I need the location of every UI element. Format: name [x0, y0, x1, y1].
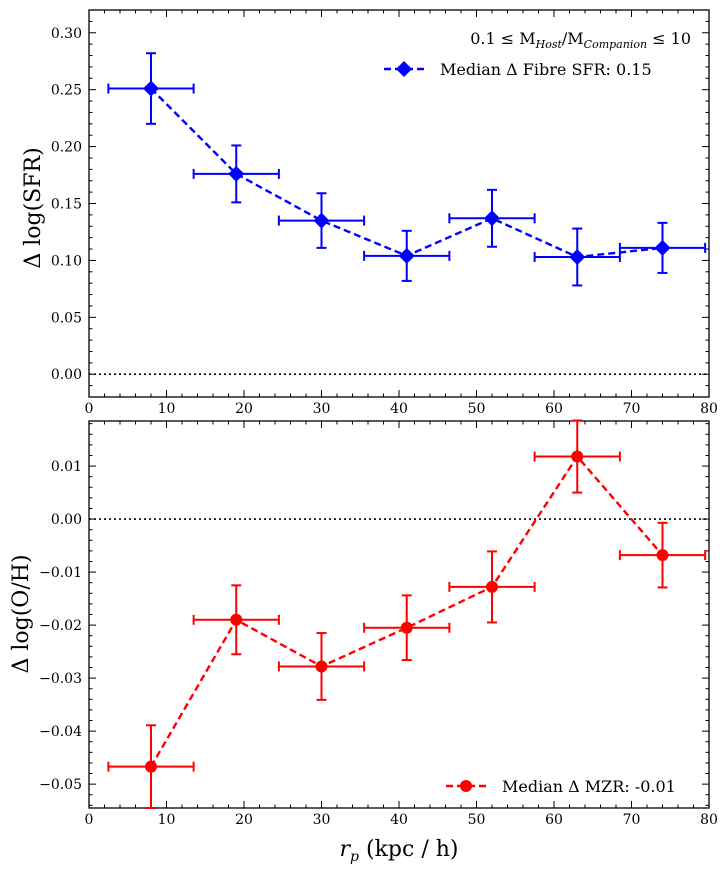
- x-tick-label: 80: [700, 401, 718, 417]
- x-tick-label: 40: [390, 401, 408, 417]
- oh-ylabel: Δ log(O/H): [9, 554, 34, 673]
- x-tick-label: 80: [700, 812, 718, 828]
- y-tick-label: 0.30: [51, 26, 82, 42]
- sfr-ylabel: Δ log(SFR): [21, 147, 46, 268]
- y-tick-label: 0.10: [51, 253, 82, 269]
- data-point: [230, 613, 243, 626]
- data-point: [569, 248, 586, 265]
- x-tick-label: 0: [85, 401, 94, 417]
- data-point: [313, 212, 330, 229]
- x-tick-label: 60: [545, 401, 563, 417]
- x-tick-label: 50: [468, 401, 486, 417]
- x-tick-label: 50: [468, 812, 486, 828]
- y-tick-label: 0.15: [51, 197, 82, 213]
- x-tick-label: 10: [158, 401, 176, 417]
- legend-marker: [396, 61, 412, 77]
- y-tick-label: −0.02: [39, 618, 82, 634]
- x-tick-label: 30: [313, 401, 331, 417]
- data-point: [315, 660, 328, 673]
- legend-label: Median Δ MZR: -0.01: [502, 777, 676, 796]
- x-tick-label: 20: [235, 812, 253, 828]
- y-tick-label: −0.04: [39, 724, 82, 740]
- y-tick-label: 0.25: [51, 83, 82, 99]
- data-point: [143, 80, 159, 97]
- data-point: [398, 247, 415, 264]
- data-point: [228, 165, 245, 182]
- y-tick-label: −0.03: [39, 671, 82, 687]
- y-tick-label: −0.05: [39, 777, 82, 793]
- x-tick-label: 40: [390, 812, 408, 828]
- data-point: [486, 580, 498, 593]
- legend-marker: [460, 780, 472, 792]
- x-tick-label: 10: [158, 812, 176, 828]
- y-tick-label: 0.20: [51, 140, 82, 156]
- y-tick-label: −0.01: [39, 565, 82, 581]
- data-point: [145, 760, 157, 773]
- y-tick-label: 0.05: [51, 310, 82, 326]
- y-tick-label: 0.00: [51, 367, 82, 383]
- x-tick-label: 60: [545, 812, 563, 828]
- data-point: [571, 450, 584, 463]
- mzr-panel: 0 10 20 30 40 50 60 70 80 −0.05 −0.04 −0.03 −0.02 −0.…: [39, 419, 718, 828]
- y-tick-label: 0.01: [51, 459, 82, 475]
- data-point: [654, 239, 671, 256]
- x-tick-label: 70: [623, 401, 641, 417]
- x-tick-label: 70: [623, 812, 641, 828]
- x-tick-label: 20: [235, 401, 253, 417]
- plot-frame: [88, 420, 710, 809]
- x-tick-label: 30: [313, 812, 331, 828]
- data-point: [400, 621, 413, 634]
- data-point: [484, 210, 500, 227]
- mass-ratio-annotation: 0.1 ≤ MHost/MCompanion ≤ 10: [470, 29, 691, 51]
- data-point: [656, 549, 669, 562]
- x-tick-label: 0: [85, 812, 94, 828]
- x-axis-label: rp (kpc / h): [340, 837, 459, 865]
- sfr-panel: 0 10 20 30 40 50 60 70 80 0.00 0.05 0.10 0.15 0.20 0.2…: [51, 9, 718, 417]
- y-tick-label: 0.00: [51, 512, 82, 528]
- legend-label: Median Δ Fibre SFR: 0.15: [440, 60, 652, 79]
